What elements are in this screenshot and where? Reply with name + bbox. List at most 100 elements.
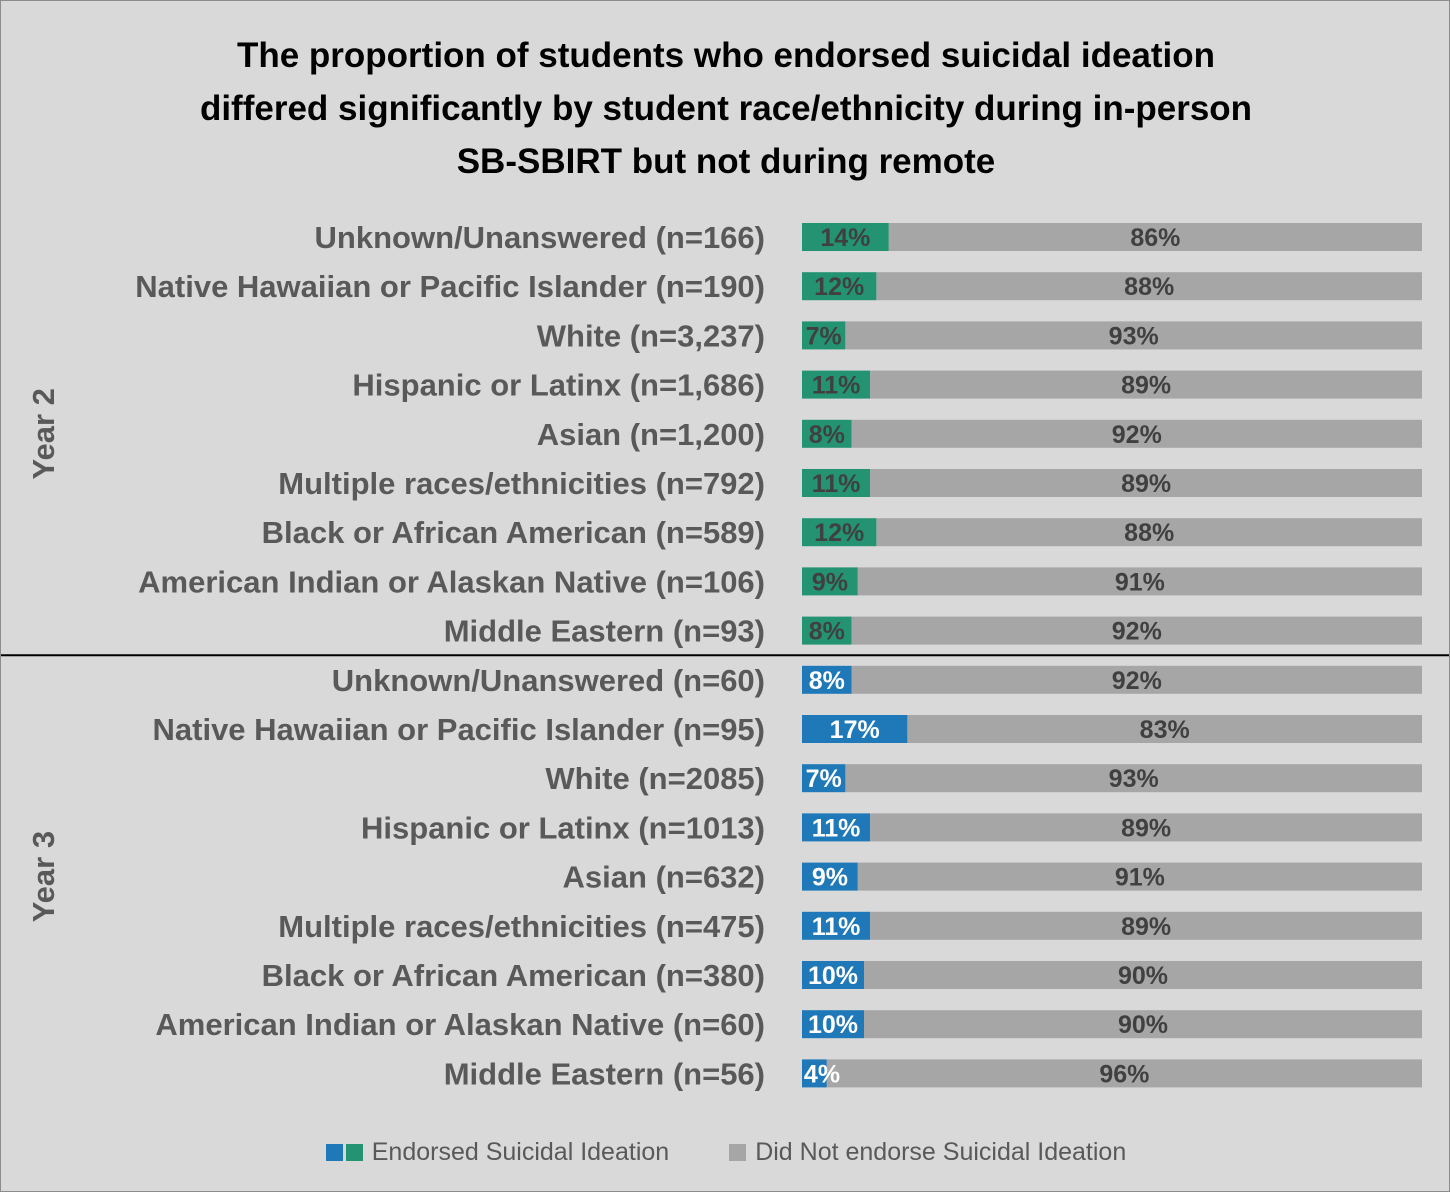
data-label-endorsed-year2-2: 7% [806,322,842,350]
chart-title-line-3: SB-SBIRT but not during remote [456,142,996,181]
bar-endorsed-year2-4 [802,419,852,448]
bar-not-endorsed-year2-0 [888,223,1422,251]
category-label-year3-1: Native Hawaiian or Pacific Islander (n=9… [153,712,766,747]
bar-not-endorsed-year3-2 [845,764,1422,793]
data-label-endorsed-year3-2: 7% [806,765,842,793]
category-label-year2-4: Asian (n=1,200) [537,417,765,452]
bar-endorsed-year3-2 [802,764,846,793]
data-label-endorsed-year3-6: 10% [808,962,858,990]
chart-legend: Endorsed Suicidal Ideation Did Not endor… [1,1135,1450,1169]
data-label-not-endorsed-year2-8: 92% [1112,618,1162,646]
bar-endorsed-year2-2 [802,321,846,350]
category-label-year3-4: Asian (n=632) [563,860,765,895]
bar-endorsed-year3-1 [802,715,908,743]
data-label-not-endorsed-year3-7: 90% [1118,1011,1168,1039]
data-label-endorsed-year3-0: 8% [809,667,845,695]
bar-not-endorsed-year3-3 [870,813,1422,842]
data-label-endorsed-year3-5: 11% [812,913,861,941]
category-label-year2-1: Native Hawaiian or Pacific Islander (n=1… [135,269,765,304]
bar-not-endorsed-year2-4 [851,419,1422,448]
category-label-year2-8: Middle Eastern (n=93) [444,614,765,649]
category-label-year3-7: American Indian or Alaskan Native (n=60) [155,1007,765,1042]
bar-endorsed-year2-8 [802,616,852,645]
bar-endorsed-year2-0 [802,223,889,251]
category-label-year3-5: Multiple races/ethnicities (n=475) [278,909,765,944]
bar-not-endorsed-year3-8 [826,1059,1422,1088]
bar-not-endorsed-year2-1 [876,272,1422,301]
bar-endorsed-year2-7 [802,567,858,596]
group-label-year3: Year 3 [26,831,61,922]
data-label-not-endorsed-year2-2: 93% [1109,322,1159,350]
legend-label-endorsed: Endorsed Suicidal Ideation [371,1137,670,1166]
category-label-year3-0: Unknown/Unanswered (n=60) [332,663,765,698]
bar-not-endorsed-year2-2 [845,321,1422,350]
category-label-year3-3: Hispanic or Latinx (n=1013) [361,810,765,845]
category-label-year2-3: Hispanic or Latinx (n=1,686) [352,368,765,403]
bar-endorsed-year3-6 [802,961,864,989]
category-label-year2-6: Black or African American (n=589) [262,515,765,550]
bar-not-endorsed-year2-8 [851,616,1422,645]
legend-swatch-year3-endorsed [325,1143,343,1161]
data-label-not-endorsed-year2-1: 88% [1124,273,1174,301]
bar-not-endorsed-year3-7 [864,1010,1422,1039]
legend-item-endorsed: Endorsed Suicidal Ideation [325,1137,670,1167]
bar-not-endorsed-year3-0 [851,665,1422,694]
data-label-endorsed-year2-1: 12% [814,273,864,301]
data-label-endorsed-year3-7: 10% [808,1011,858,1039]
legend-swatch-not-endorsed [729,1143,747,1161]
data-label-not-endorsed-year2-5: 89% [1121,470,1171,498]
group-label-year2: Year 2 [26,388,61,479]
data-label-endorsed-year2-6: 12% [814,519,864,547]
category-label-year2-5: Multiple races/ethnicities (n=792) [278,466,765,501]
bar-endorsed-year2-6 [802,518,877,547]
data-label-not-endorsed-year3-3: 89% [1121,814,1171,842]
data-label-not-endorsed-year2-6: 88% [1124,519,1174,547]
bar-endorsed-year3-5 [802,911,871,940]
data-label-endorsed-year2-7: 9% [812,568,848,596]
data-label-endorsed-year2-4: 8% [809,421,845,449]
legend-label-not-endorsed: Did Not endorse Suicidal Ideation [755,1137,1127,1166]
data-label-not-endorsed-year2-3: 89% [1121,372,1171,400]
category-label-year2-7: American Indian or Alaskan Native (n=106… [138,564,765,599]
bar-endorsed-year3-4 [802,862,858,891]
data-label-endorsed-year3-3: 11% [812,814,861,842]
data-label-not-endorsed-year3-6: 90% [1118,962,1168,990]
category-label-year2-0: Unknown/Unanswered (n=166) [315,220,765,255]
bar-not-endorsed-year2-7 [857,567,1422,596]
chart-title-line-1: The proportion of students who endorsed … [236,36,1216,75]
data-label-not-endorsed-year2-0: 86% [1130,224,1180,252]
data-label-endorsed-year2-3: 11% [812,372,861,400]
bar-endorsed-year3-8 [802,1059,827,1088]
data-label-endorsed-year3-1: 17% [830,716,880,744]
bar-not-endorsed-year3-4 [857,862,1422,891]
data-label-not-endorsed-year3-2: 93% [1109,765,1159,793]
bar-not-endorsed-year3-1 [907,715,1422,743]
data-label-not-endorsed-year3-4: 91% [1115,864,1165,892]
stacked-bar-chart: Unknown/Unanswered (n=166) 14% 86% Native H… [1,220,1449,1091]
chart-title: The proportion of students who endorsed … [101,29,1351,188]
chart-title-line-2: differed significantly by student race/e… [199,89,1253,128]
category-label-year3-8: Middle Eastern (n=56) [444,1056,765,1091]
bar-endorsed-year2-1 [802,272,877,301]
bar-endorsed-year3-3 [802,813,871,842]
data-label-endorsed-year2-8: 8% [809,618,845,646]
bar-endorsed-year2-5 [802,469,871,497]
bar-endorsed-year2-3 [802,370,871,399]
category-label-year3-6: Black or African American (n=380) [262,958,765,993]
bar-endorsed-year3-0 [802,665,852,694]
legend-swatch-year2-endorsed [345,1143,363,1161]
data-label-endorsed-year3-8: 4% [804,1060,840,1088]
data-label-endorsed-year2-5: 11% [812,470,861,498]
data-label-not-endorsed-year2-4: 92% [1112,421,1162,449]
bar-not-endorsed-year3-6 [864,961,1422,989]
bar-not-endorsed-year2-5 [870,469,1422,497]
data-label-not-endorsed-year3-0: 92% [1112,667,1162,695]
data-label-endorsed-year2-0: 14% [820,224,870,252]
data-label-endorsed-year3-4: 9% [812,864,848,892]
bar-not-endorsed-year2-3 [870,370,1422,399]
data-label-not-endorsed-year3-8: 96% [1099,1060,1149,1088]
legend-item-not-endorsed: Did Not endorse Suicidal Ideation [729,1138,1126,1167]
data-label-not-endorsed-year3-5: 89% [1121,913,1171,941]
bar-not-endorsed-year2-6 [876,518,1422,547]
